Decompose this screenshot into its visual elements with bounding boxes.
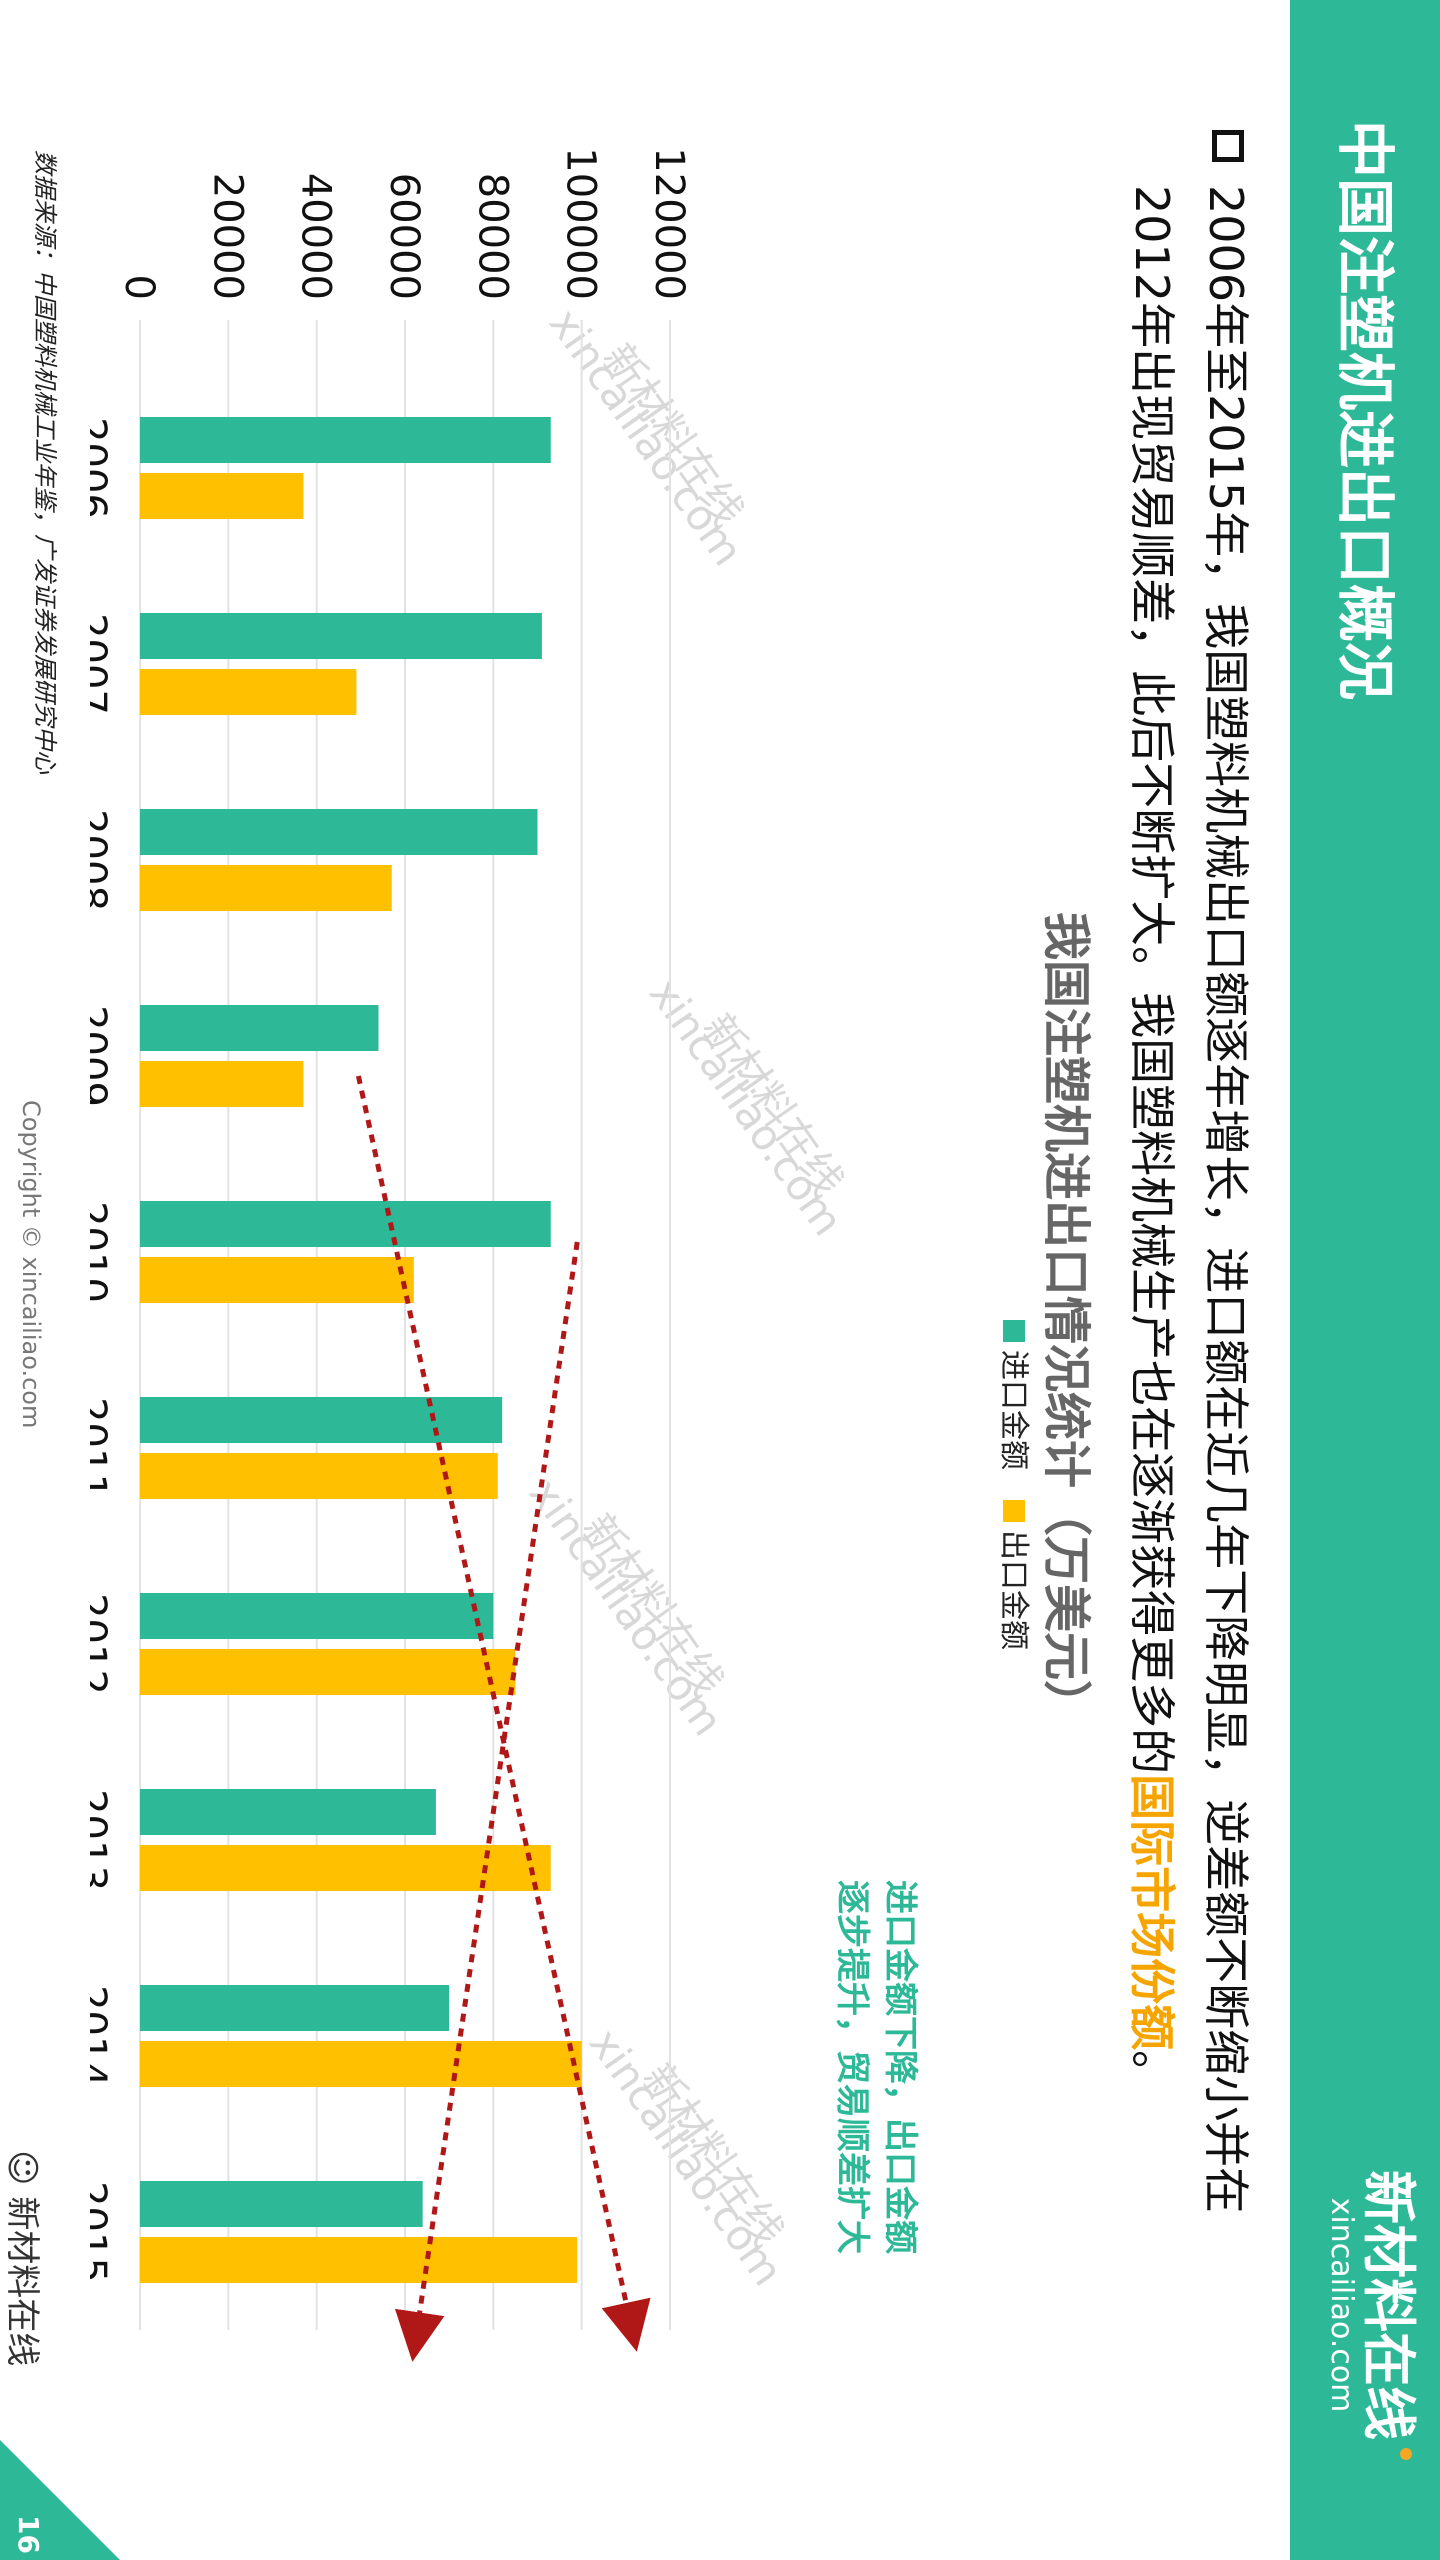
y-tick-label: 0 xyxy=(116,275,162,300)
bar-import-2011 xyxy=(140,1397,503,1443)
trade-bar-chart: 0 20000 40000 60000 80000 100000 120000 200620… xyxy=(90,147,1094,2362)
brand-logo: 新材料在线 xincailiao.com xyxy=(1324,2170,1420,2440)
x-tick-label: 2006 xyxy=(90,417,114,519)
bullet-square-icon xyxy=(1212,130,1244,162)
x-tick-label: 2014 xyxy=(90,1985,114,2087)
x-tick-label: 2011 xyxy=(90,1397,114,1499)
legend-swatch-import xyxy=(1003,1320,1025,1342)
callout-text-line-2: 逐步提升，贸易顺差扩大 xyxy=(832,1880,872,2254)
y-tick-label: 80000 xyxy=(469,173,515,300)
bar-export-2011 xyxy=(140,1453,498,1499)
y-tick-label: 100000 xyxy=(558,147,604,300)
bar-export-2014 xyxy=(140,2041,582,2087)
x-tick-label: 2010 xyxy=(90,1201,114,1303)
source-note: 数据来源：中国塑料机械工业年鉴，广发证券发展研究中心 xyxy=(31,150,59,774)
x-tick-label: 2012 xyxy=(90,1593,114,1695)
chart-y-axis: 0 20000 40000 60000 80000 100000 120000 xyxy=(116,147,692,300)
bar-export-2006 xyxy=(140,473,304,519)
bar-export-2012 xyxy=(140,1649,516,1695)
legend-label-import: 进口金额 xyxy=(996,1350,1031,1470)
bar-import-2008 xyxy=(140,809,538,855)
bar-export-2010 xyxy=(139,1257,414,1303)
export-trend-arrow xyxy=(355,1075,651,2352)
bar-export-2008 xyxy=(140,865,392,911)
y-tick-label: 20000 xyxy=(204,173,250,300)
y-tick-label: 120000 xyxy=(646,147,692,300)
legend-label-export: 出口金额 xyxy=(996,1530,1031,1650)
bar-export-2009 xyxy=(140,1061,304,1107)
brand-name: 新材料在线 xyxy=(1357,2170,1420,2440)
bar-import-2015 xyxy=(140,2181,423,2227)
bar-export-2015 xyxy=(140,2237,578,2283)
bar-import-2009 xyxy=(140,1005,379,1051)
bar-import-2012 xyxy=(139,1593,494,1639)
bar-import-2014 xyxy=(140,1985,450,2031)
x-tick-label: 2009 xyxy=(90,1005,114,1107)
bar-export-2007 xyxy=(140,669,357,715)
chart-bars xyxy=(139,417,582,2283)
wechat-account-mark: ☺ 新材料在线 xyxy=(1,2150,50,2366)
chart-title: 我国注塑机进出口情况统计（万美元） xyxy=(1038,912,1094,1728)
wechat-icon: ☺ xyxy=(2,2150,42,2197)
legend-swatch-export xyxy=(1003,1500,1025,1522)
bar-import-2013 xyxy=(140,1789,436,1835)
copyright-text: Copyright © xincailiao.com xyxy=(17,1100,45,1429)
trend-arrows xyxy=(355,1075,651,2362)
page-number: 16 xyxy=(12,2515,45,2554)
callout-text-line-1: 进口金额下降，出口金额 xyxy=(880,1880,920,2254)
y-tick-label: 40000 xyxy=(293,173,339,300)
x-tick-label: 2015 xyxy=(90,2181,114,2283)
brand-domain: xincailiao.com xyxy=(1324,2197,1359,2413)
wechat-account-name: 新材料在线 xyxy=(2,2196,42,2367)
bar-import-2007 xyxy=(140,613,542,659)
bar-import-2010 xyxy=(140,1201,551,1247)
import-trend-arrow xyxy=(394,1241,580,2362)
bar-export-2013 xyxy=(140,1845,551,1891)
x-tick-label: 2013 xyxy=(90,1789,114,1891)
y-tick-label: 60000 xyxy=(381,173,427,300)
x-tick-label: 2007 xyxy=(90,613,114,715)
chart-x-axis: 2006 2007 2008 2009 2010 2011 2012 2013 2014 2015 xyxy=(90,417,114,2283)
x-tick-label: 2008 xyxy=(90,809,114,911)
body-text-line-1: 2006年至2015年，我国塑料机械出口额逐年增长，进口额在近几年下降明显，逆差… xyxy=(1199,185,1253,2214)
page-title: 中国注塑机进出口概况 xyxy=(1331,120,1399,701)
brand-dot-icon xyxy=(1400,2448,1412,2460)
bar-import-2006 xyxy=(140,417,551,463)
